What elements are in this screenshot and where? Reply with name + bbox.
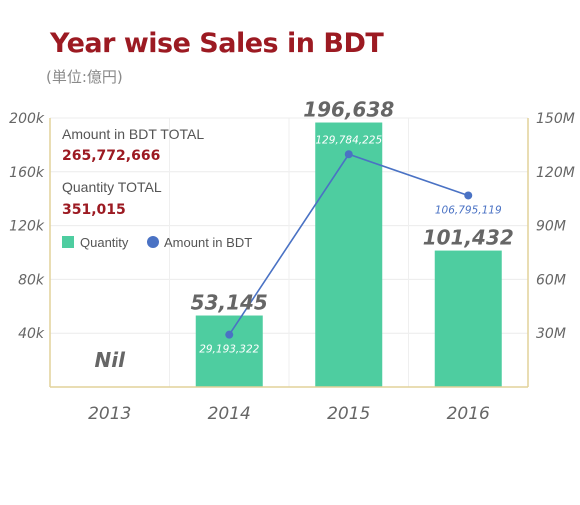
legend-amount-swatch <box>147 236 159 248</box>
amount-point-2015 <box>344 150 353 159</box>
y-right-tick-label: 60M <box>536 272 566 288</box>
chart-subtitle: (単位:億円) <box>46 68 123 86</box>
legend-amount-label: Amount in BDT <box>164 235 252 250</box>
y-right-tick-label: 90M <box>536 219 566 235</box>
bar-label-2014: 53,145 <box>191 291 268 315</box>
x-tick-label: 2014 <box>208 404 251 424</box>
legend-quantity-label: Quantity <box>80 235 129 250</box>
x-tick-label: 2013 <box>88 404 131 424</box>
bar-label-2013: Nil <box>95 348 127 372</box>
amount-label-2016: 106,795,119 <box>435 204 502 216</box>
bar-2015 <box>315 122 383 388</box>
amount-total-value: 265,772,666 <box>62 148 160 164</box>
y-left-tick-label: 160k <box>9 165 45 181</box>
y-right-tick-label: 150M <box>536 111 575 127</box>
bar-2016 <box>434 250 502 387</box>
amount-label-2015: 129,784,225 <box>315 134 382 146</box>
y-left-tick-label: 200k <box>9 111 45 127</box>
quantity-total-value: 351,015 <box>62 202 126 218</box>
y-left-tick-label: 80k <box>18 272 45 288</box>
legend-quantity-swatch <box>62 236 74 248</box>
amount-total-label: Amount in BDT TOTAL <box>62 126 204 142</box>
x-tick-label: 2016 <box>447 404 490 424</box>
y-left-tick-label: 120k <box>9 219 45 235</box>
chart-title: Year wise Sales in BDT <box>50 28 384 59</box>
amount-point-2014 <box>225 330 234 339</box>
y-right-tick-label: 30M <box>536 326 566 342</box>
bar-label-2016: 101,432 <box>423 226 514 250</box>
amount-point-2016 <box>464 191 473 200</box>
amount-label-2014: 29,193,322 <box>199 344 259 356</box>
y-right-tick-label: 120M <box>536 165 575 181</box>
bar-label-2015: 196,638 <box>303 98 394 122</box>
quantity-total-label: Quantity TOTAL <box>62 179 162 195</box>
x-tick-label: 2015 <box>327 404 370 424</box>
y-left-tick-label: 40k <box>18 326 45 342</box>
bar-2014 <box>195 315 263 387</box>
